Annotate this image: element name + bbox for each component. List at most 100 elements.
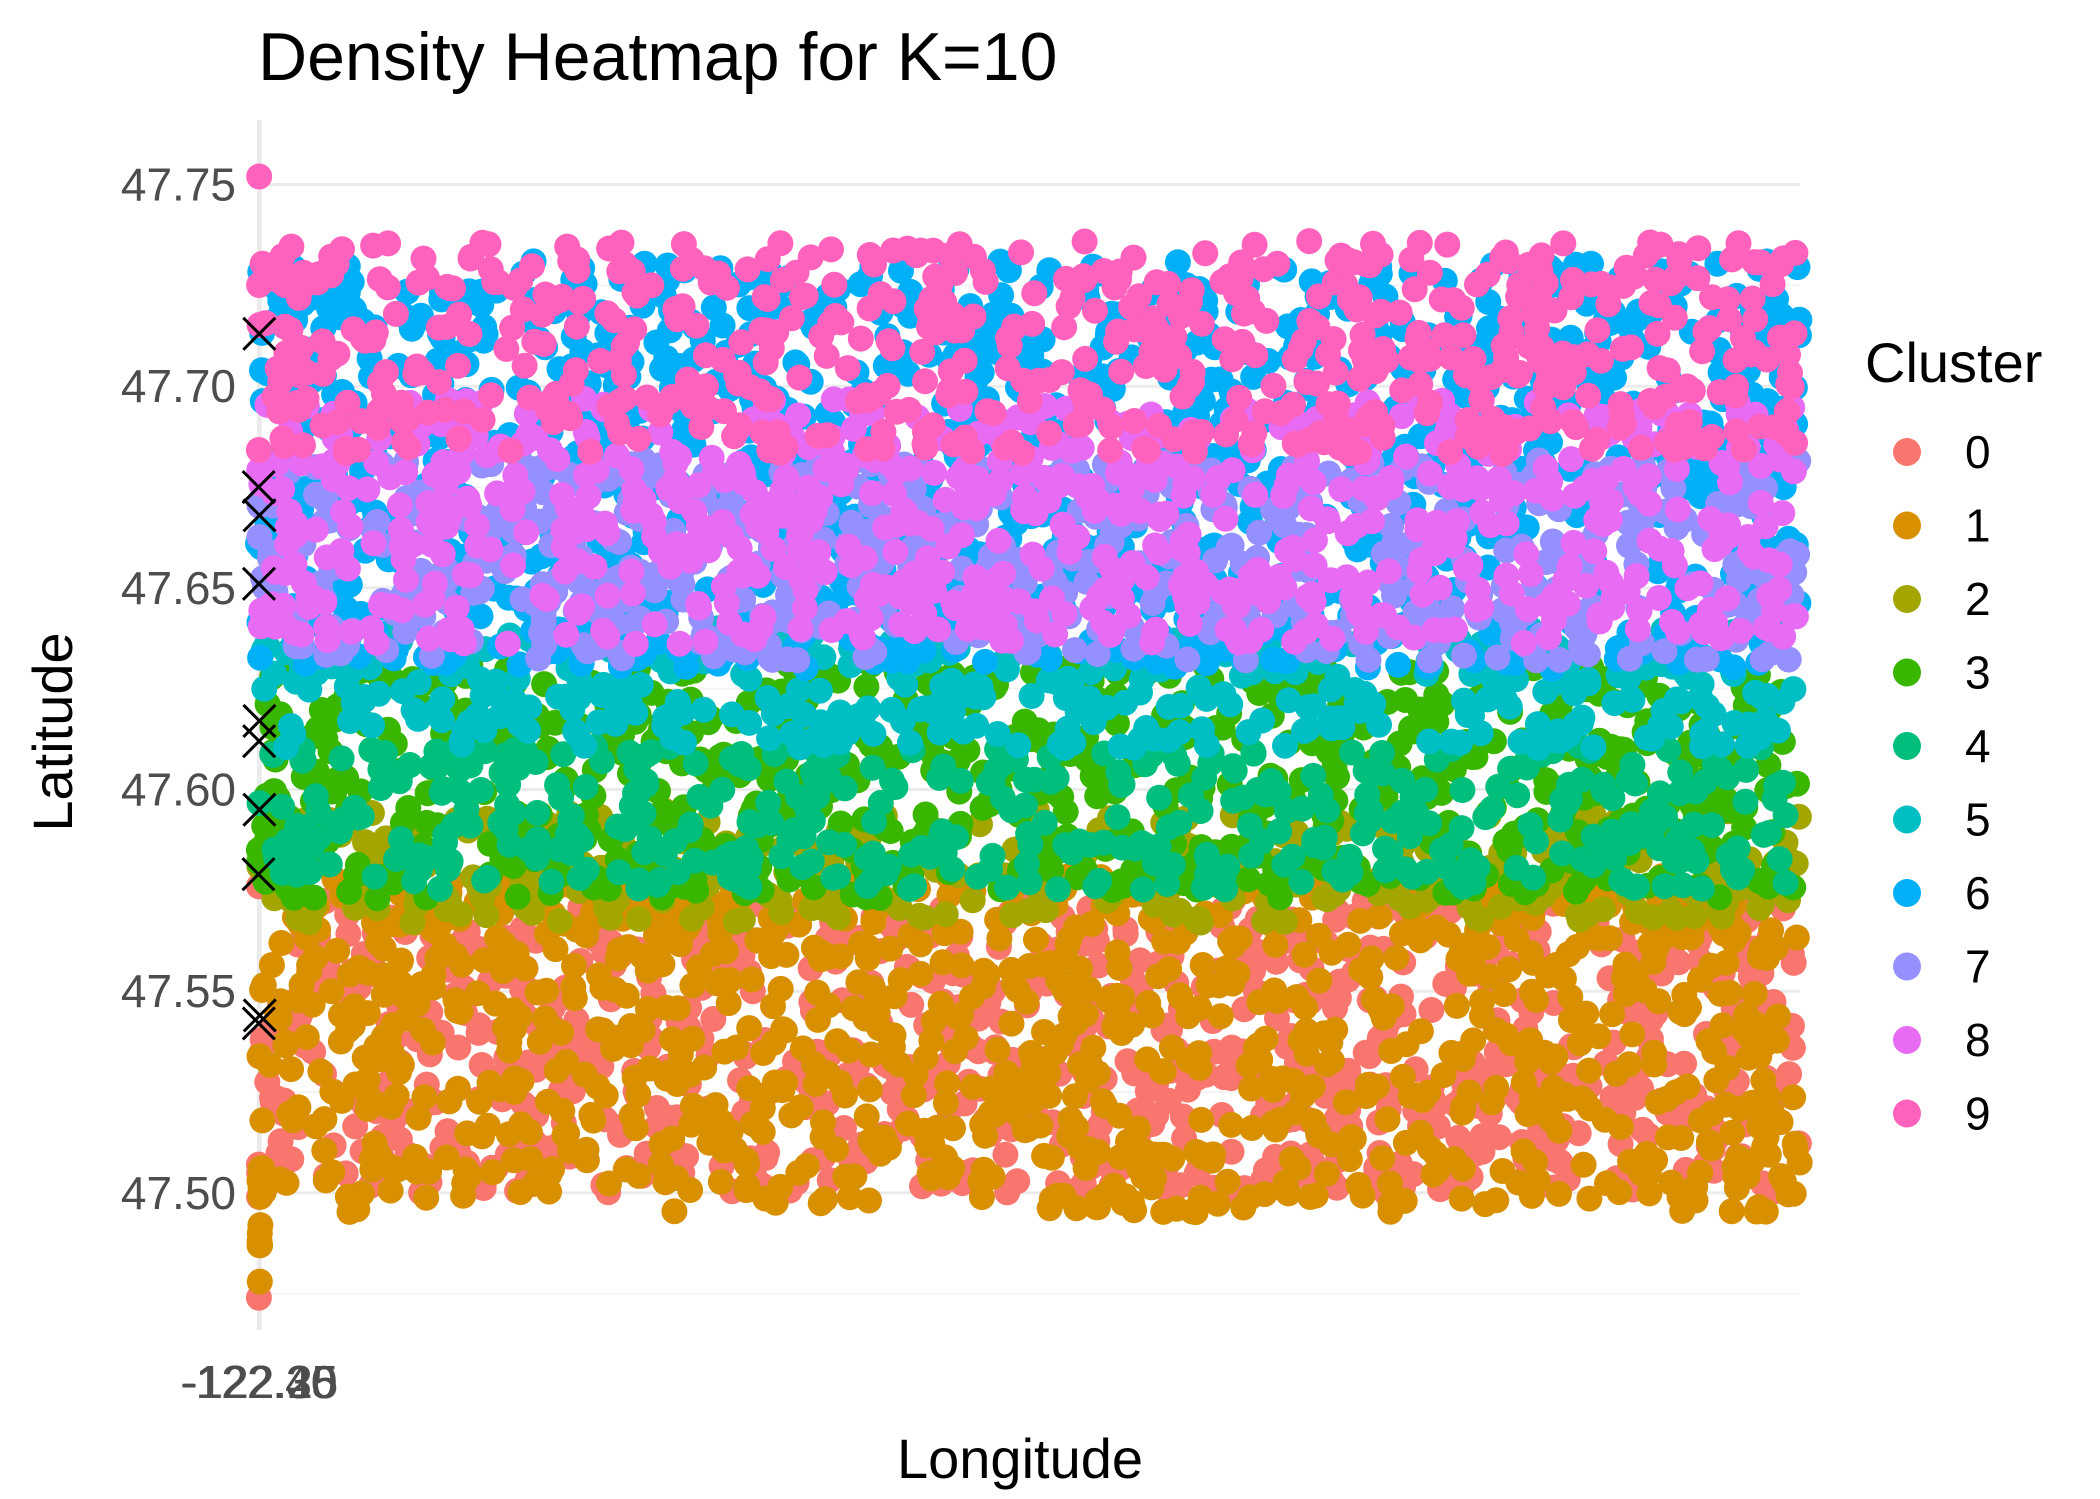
data-point (827, 810, 854, 837)
data-point (419, 1029, 446, 1056)
scatter-points (245, 163, 1813, 1311)
data-point (1569, 704, 1596, 731)
data-point (267, 1166, 293, 1193)
data-point (1313, 1160, 1340, 1187)
data-point (1520, 864, 1547, 891)
data-point (369, 770, 396, 797)
data-point (1052, 798, 1079, 825)
data-point (1438, 1039, 1465, 1066)
data-point (631, 839, 658, 866)
data-point (707, 1168, 734, 1195)
data-point (1519, 949, 1546, 976)
data-point (479, 1159, 506, 1186)
data-point (856, 1076, 883, 1103)
data-point (1235, 866, 1262, 893)
data-point (1570, 1151, 1597, 1178)
data-point (450, 1182, 477, 1209)
data-point (306, 824, 332, 851)
data-point (1167, 692, 1194, 719)
data-point (585, 709, 612, 736)
data-point (733, 1177, 760, 1204)
data-point (256, 1051, 283, 1078)
data-point (474, 864, 501, 891)
data-point (1076, 831, 1103, 858)
data-point (1580, 852, 1607, 879)
data-point (1079, 762, 1106, 789)
data-point (804, 1006, 831, 1033)
data-point (285, 1094, 312, 1121)
data-point (968, 1184, 995, 1211)
data-point (1540, 1074, 1567, 1101)
data-point (1092, 1093, 1119, 1119)
data-point (571, 732, 598, 759)
data-point (496, 999, 523, 1026)
data-point (1109, 834, 1136, 861)
data-point (1207, 1003, 1234, 1030)
data-point (1321, 753, 1348, 780)
data-point (1556, 785, 1583, 812)
data-point (1709, 1012, 1736, 1039)
data-point (411, 1084, 438, 1111)
data-point (556, 1137, 583, 1164)
data-point (324, 766, 351, 793)
data-point (337, 708, 363, 734)
data-point (473, 902, 500, 929)
data-point (1576, 1057, 1602, 1084)
data-point (1213, 955, 1240, 982)
data-point (1279, 843, 1306, 870)
data-point (910, 637, 937, 664)
data-point (1023, 926, 1049, 953)
data-point (1507, 728, 1534, 755)
data-point (548, 1019, 575, 1046)
data-point (1761, 785, 1788, 812)
data-point (1416, 728, 1443, 755)
data-point (1262, 931, 1289, 958)
data-point (533, 977, 560, 1004)
data-point (1599, 818, 1626, 845)
data-point (744, 927, 771, 954)
data-point (1524, 711, 1551, 738)
data-point (1032, 897, 1059, 924)
data-point (552, 683, 578, 710)
data-point (1338, 1124, 1365, 1150)
data-point (548, 785, 574, 812)
data-point (1430, 1062, 1457, 1089)
data-point (446, 756, 473, 783)
data-point (1005, 732, 1032, 759)
data-point (434, 1118, 461, 1145)
data-point (708, 1108, 735, 1135)
data-point (1751, 1133, 1778, 1160)
data-point (1599, 1001, 1626, 1028)
data-point (1619, 1021, 1646, 1048)
data-point (1698, 1100, 1725, 1127)
data-point (1305, 922, 1332, 949)
data-point (593, 895, 620, 922)
data-point (907, 960, 934, 987)
data-point (1630, 822, 1657, 849)
data-point (1396, 823, 1423, 850)
data-point (1443, 866, 1470, 893)
data-point (755, 789, 782, 816)
data-point (644, 871, 671, 898)
data-point (1086, 867, 1113, 894)
data-point (772, 1069, 799, 1096)
data-point (1416, 1135, 1443, 1162)
data-point (312, 1167, 339, 1194)
data-point (1627, 1159, 1654, 1185)
data-point (1165, 928, 1192, 955)
data-point (1474, 686, 1501, 713)
data-point (408, 971, 435, 998)
data-point (1639, 904, 1666, 931)
data-point (1016, 869, 1043, 896)
data-point (1698, 1135, 1725, 1162)
data-point (1666, 1184, 1693, 1210)
data-point (1260, 1076, 1287, 1103)
data-point (1688, 875, 1715, 902)
data-point (614, 934, 641, 961)
data-point (679, 1092, 706, 1119)
data-point (1631, 977, 1658, 1004)
data-point (358, 736, 385, 763)
data-point (1313, 1051, 1340, 1078)
data-point (1337, 859, 1364, 886)
data-point (1288, 868, 1315, 895)
